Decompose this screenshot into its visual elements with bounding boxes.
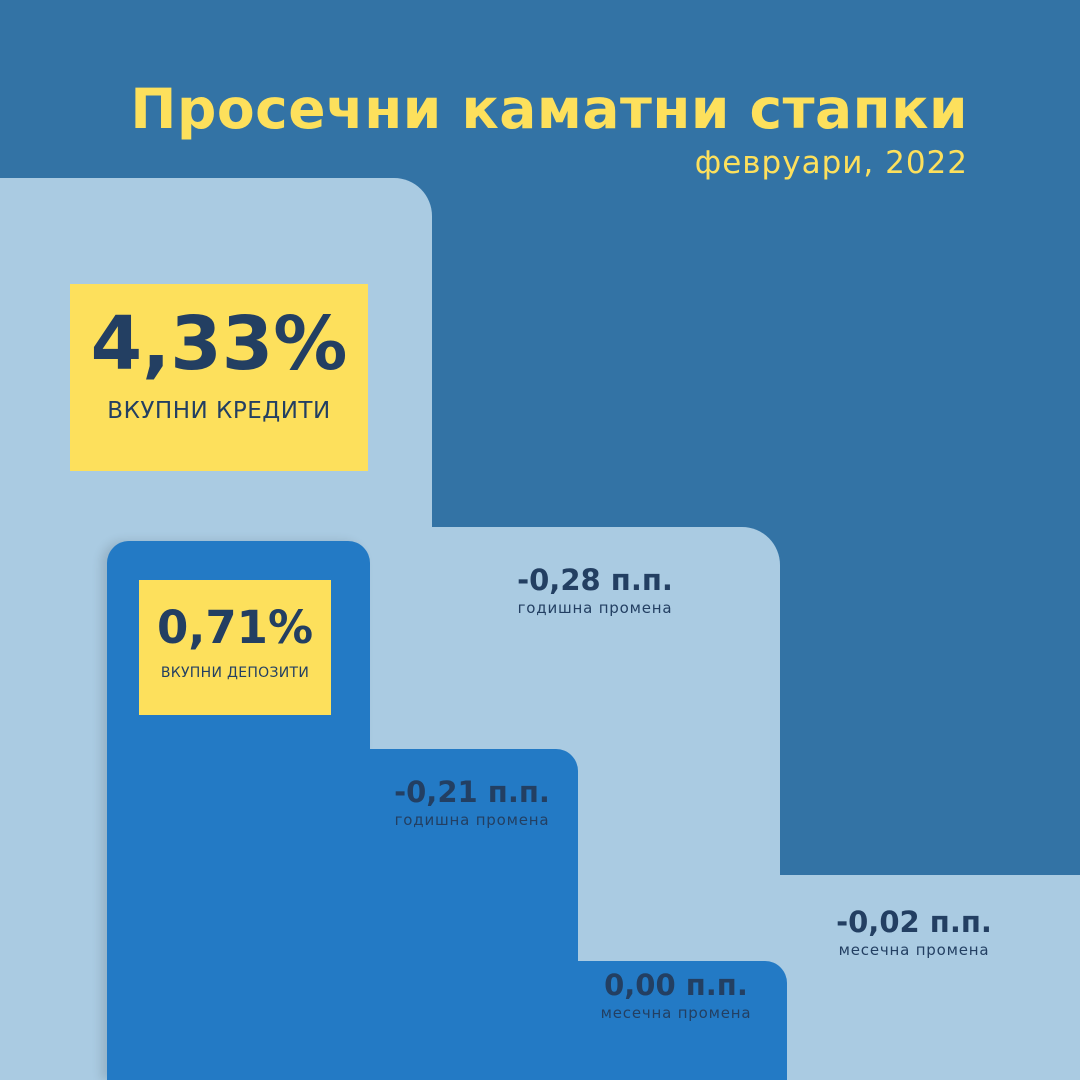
loans-monthly-change-label: месечна промена [838,941,990,959]
loans-monthly-change-value: -0,02 п.п. [836,905,992,939]
page-subtitle: февруари, 2022 [694,145,968,181]
deposits-annual-change-label: годишна промена [394,811,550,829]
deposits-stat-card: 0,71% ВКУПНИ ДЕПОЗИТИ [139,580,331,715]
deposits-rate-value: 0,71% [156,601,314,654]
loans-annual-change: -0,28 п.п. годишна промена [465,563,725,617]
deposits-monthly-change: 0,00 п.п. месечна промена [546,968,806,1022]
loans-monthly-change: -0,02 п.п. месечна промена [784,905,1044,959]
deposits-step-2 [350,749,578,1080]
page-title: Просечни каматни стапки [130,77,968,141]
loans-annual-change-label: годишна промена [517,599,673,617]
loans-stat-card: 4,33% ВКУПНИ КРЕДИТИ [70,284,368,471]
loans-step-3 [760,875,1080,1080]
loans-rate-value: 4,33% [90,301,348,387]
deposits-annual-change: -0,21 п.п. годишна промена [342,775,602,829]
loans-rate-label: ВКУПНИ КРЕДИТИ [107,397,331,424]
deposits-monthly-change-value: 0,00 п.п. [604,968,748,1002]
loans-annual-change-value: -0,28 п.п. [517,563,673,597]
deposits-rate-label: ВКУПНИ ДЕПОЗИТИ [160,665,310,682]
deposits-annual-change-value: -0,21 п.п. [394,775,550,809]
deposits-monthly-change-label: месечна промена [600,1004,752,1022]
deposits-step-3 [560,961,787,1080]
